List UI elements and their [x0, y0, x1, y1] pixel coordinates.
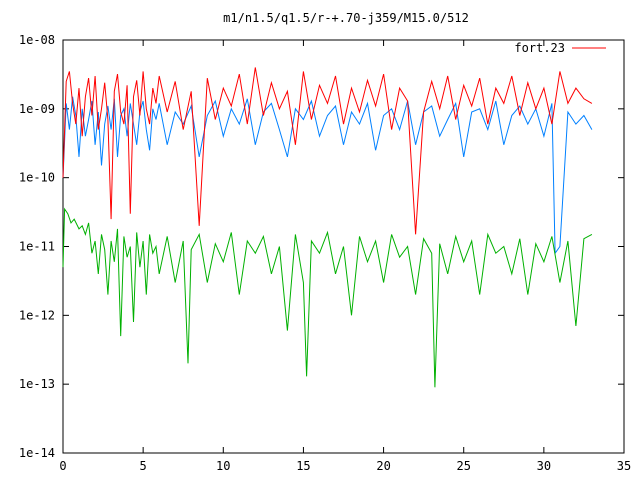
legend: fort.23	[514, 41, 606, 55]
series-line-1	[62, 67, 593, 235]
series-line-2	[62, 96, 593, 255]
x-tick-label: 35	[617, 459, 631, 473]
chart-title: m1/n1.5/q1.5/r-+.70-j359/M15.0/512	[223, 11, 469, 25]
x-tick-label: 25	[456, 459, 470, 473]
y-tick-label: 1e-08	[19, 33, 55, 47]
series-group	[62, 67, 593, 388]
y-tick-label: 1e-12	[19, 308, 55, 322]
x-tick-label: 5	[140, 459, 147, 473]
y-tick-label: 1e-14	[19, 446, 55, 460]
series-line-3	[62, 207, 593, 388]
x-tick-label: 10	[216, 459, 230, 473]
y-tick-label: 1e-10	[19, 171, 55, 185]
y-tick-label: 1e-13	[19, 377, 55, 391]
y-tick-label: 1e-09	[19, 102, 55, 116]
x-tick-label: 20	[376, 459, 390, 473]
x-tick-label: 30	[537, 459, 551, 473]
axis-ticks: 0 5 10 15 20 25 30 35 1e-14 1e-13 1e-12 1e-11 1e-10 1…	[19, 33, 631, 473]
legend-label-fort-23: fort.23	[514, 41, 565, 55]
y-tick-label: 1e-11	[19, 240, 55, 254]
x-tick-label: 0	[59, 459, 66, 473]
x-tick-label: 15	[296, 459, 310, 473]
